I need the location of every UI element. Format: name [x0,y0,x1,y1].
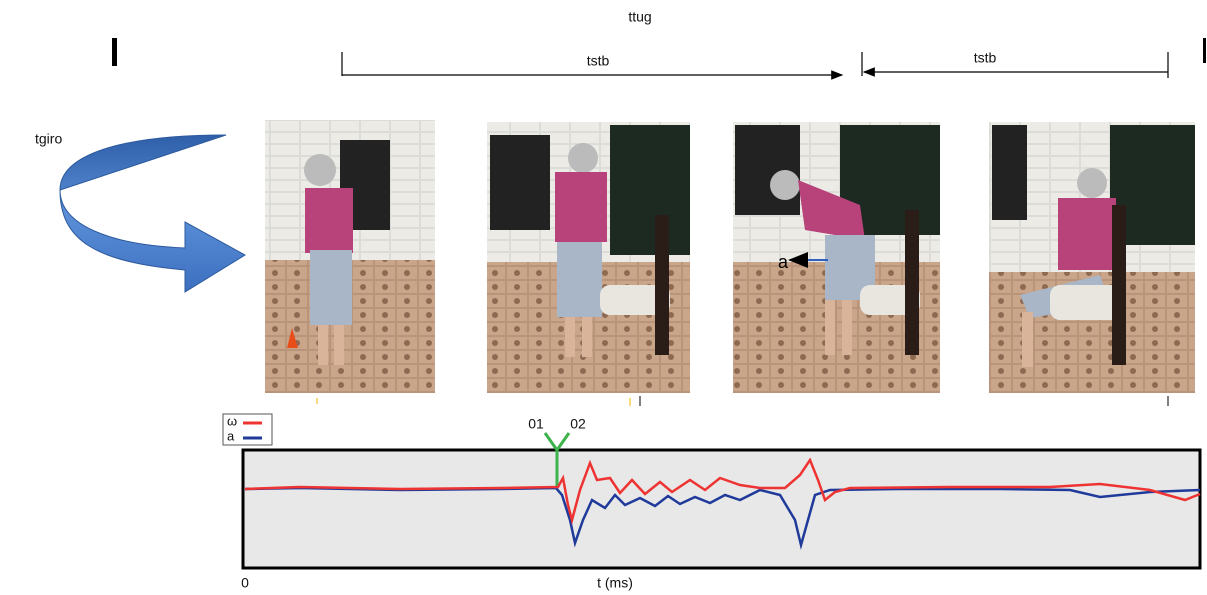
title: ttug [628,9,651,25]
bracket [342,52,1168,78]
start-bar [112,38,117,66]
end-bar [1203,38,1206,63]
x-origin: 0 [241,575,249,591]
photo [733,122,940,393]
signal-plot [243,450,1200,568]
photo [487,122,690,393]
legend-label: a [227,428,235,443]
photo [989,122,1195,393]
marker-label: 01 [528,416,544,432]
bracket-label: tstb [587,53,610,69]
bracket-label: tstb [974,50,997,66]
figure: ttug tstb tstb tgiro [0,0,1207,595]
photo-annotation: a [778,252,789,272]
photo [265,120,435,393]
tick [317,396,1168,406]
marker-label: 02 [570,416,586,432]
turn-arrow [60,135,245,292]
legend-label: ω [227,413,237,428]
x-axis-label: t (ms) [597,575,633,591]
turn-label: tgiro [35,131,62,147]
